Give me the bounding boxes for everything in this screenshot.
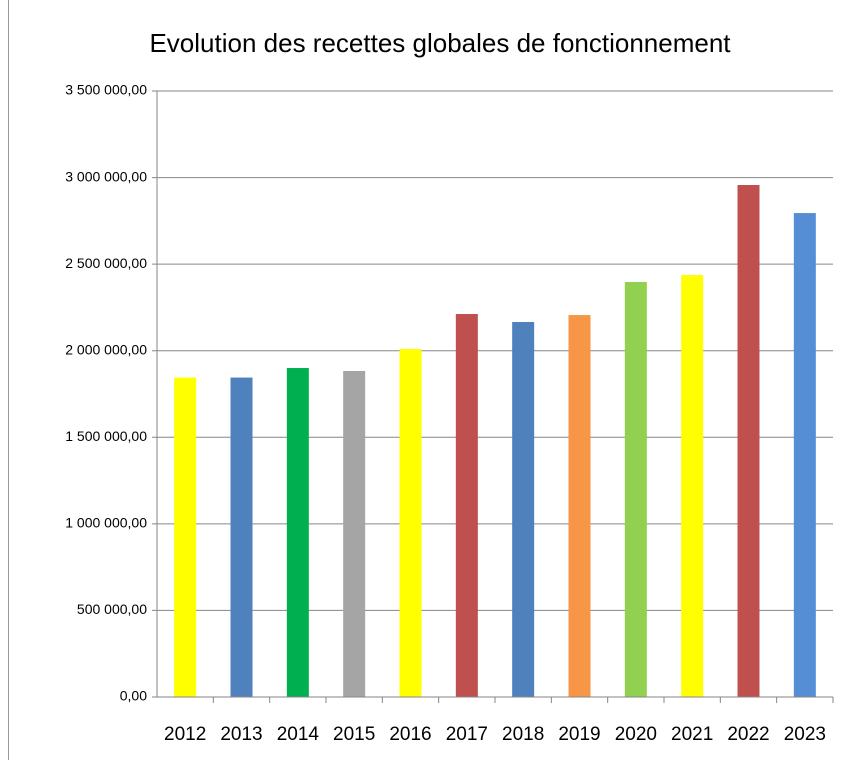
bar [455,314,478,697]
x-tick-label: 2018 [502,724,544,745]
bar [681,275,704,697]
x-tick-label: 2017 [446,724,488,745]
bar [343,370,366,697]
x-tick-label: 2015 [333,724,375,745]
y-tick-label: 0,00 [120,688,147,704]
x-tick-label: 2014 [277,724,320,745]
x-tick-label: 2016 [389,724,431,745]
x-tick-label: 2013 [220,724,262,745]
bar [286,368,309,697]
bar [512,321,535,697]
bar [793,213,816,697]
y-tick-label: 2 000 000,00 [65,341,147,357]
y-tick-label: 1 000 000,00 [65,515,147,531]
bar [737,185,760,697]
y-tick-label: 2 500 000,00 [65,255,147,271]
chart-title: Evolution des recettes globales de fonct… [149,28,731,58]
x-tick-label: 2023 [784,724,826,745]
x-tick-label: 2022 [727,724,769,745]
y-tick-label: 500 000,00 [77,601,147,617]
x-tick-label: 2012 [164,724,206,745]
x-tick-label: 2021 [671,724,713,745]
y-tick-label: 1 500 000,00 [65,428,147,444]
bar [174,377,197,697]
x-tick-label: 2019 [558,724,600,745]
y-tick-label: 3 000 000,00 [65,168,147,184]
bar [624,281,647,697]
x-tick-label: 2020 [615,724,657,745]
y-tick-label: 3 500 000,00 [65,82,147,98]
bar [230,377,253,697]
bar [399,348,422,697]
bar [568,315,591,697]
